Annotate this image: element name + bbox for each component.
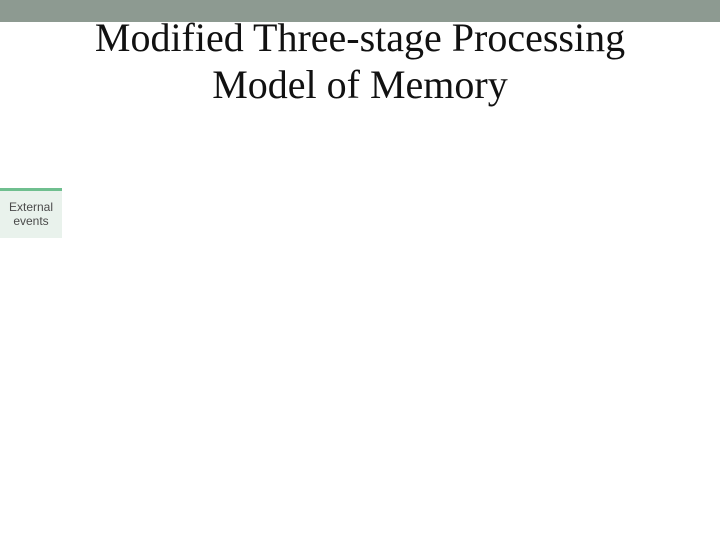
external-events-label-line-1: External <box>9 201 53 215</box>
external-events-box: External events <box>0 188 62 238</box>
external-events-label-line-2: events <box>13 215 48 229</box>
slide-title-line-2: Model of Memory <box>0 61 720 108</box>
slide-title-line-1: Modified Three-stage Processing <box>0 14 720 61</box>
slide-title: Modified Three-stage Processing Model of… <box>0 14 720 108</box>
